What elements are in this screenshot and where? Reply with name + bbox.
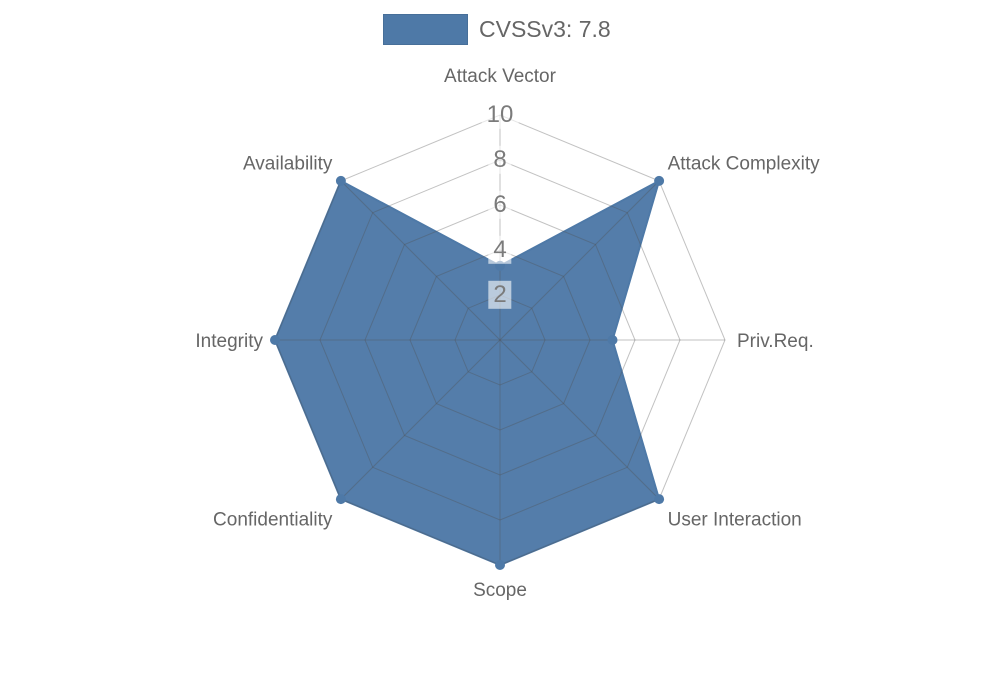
axis-label-confidentiality: Confidentiality bbox=[213, 510, 333, 531]
radial-tick-4: 4 bbox=[488, 235, 512, 265]
radar-grid-spoke bbox=[499, 180, 660, 341]
radar-data-point bbox=[654, 494, 665, 505]
radar-data-point bbox=[335, 494, 346, 505]
radar-data-point bbox=[270, 335, 280, 345]
axis-label-integrity: Integrity bbox=[195, 331, 263, 352]
radar-grid-ring bbox=[409, 249, 591, 431]
radar-grid-ring bbox=[454, 294, 546, 386]
legend-label: CVSSv3: 7.8 bbox=[479, 16, 611, 42]
radial-tick-2: 2 bbox=[488, 280, 512, 310]
axis-label-availability: Availability bbox=[243, 153, 333, 174]
radial-tick-10: 10 bbox=[481, 100, 519, 130]
axis-label-scope: Scope bbox=[473, 580, 527, 601]
radar-grid-ring bbox=[364, 204, 636, 476]
radar-grid-spoke bbox=[340, 339, 501, 500]
radar-grid-spoke bbox=[499, 339, 660, 500]
legend: CVSSv3: 7.8 bbox=[383, 14, 611, 45]
radar-data-point bbox=[607, 335, 618, 345]
axis-label-attack-complexity: Attack Complexity bbox=[668, 153, 821, 174]
radar-data-point bbox=[335, 175, 346, 186]
radar-data-point bbox=[654, 175, 665, 186]
radial-tick-6: 6 bbox=[488, 190, 512, 220]
radar-axis-labels: Attack Vector Attack Complexity Priv.Req. U… bbox=[195, 66, 820, 601]
axis-label-priv-req: Priv.Req. bbox=[737, 331, 814, 352]
legend-swatch bbox=[383, 14, 468, 45]
radar-grid-spoke bbox=[340, 180, 501, 341]
radar-data-point bbox=[495, 560, 505, 570]
radar-grid-ring bbox=[319, 159, 681, 521]
axis-label-user-interaction: User Interaction bbox=[668, 510, 802, 531]
radial-tick-8: 8 bbox=[488, 145, 512, 175]
axis-label-attack-vector: Attack Vector bbox=[444, 66, 557, 87]
